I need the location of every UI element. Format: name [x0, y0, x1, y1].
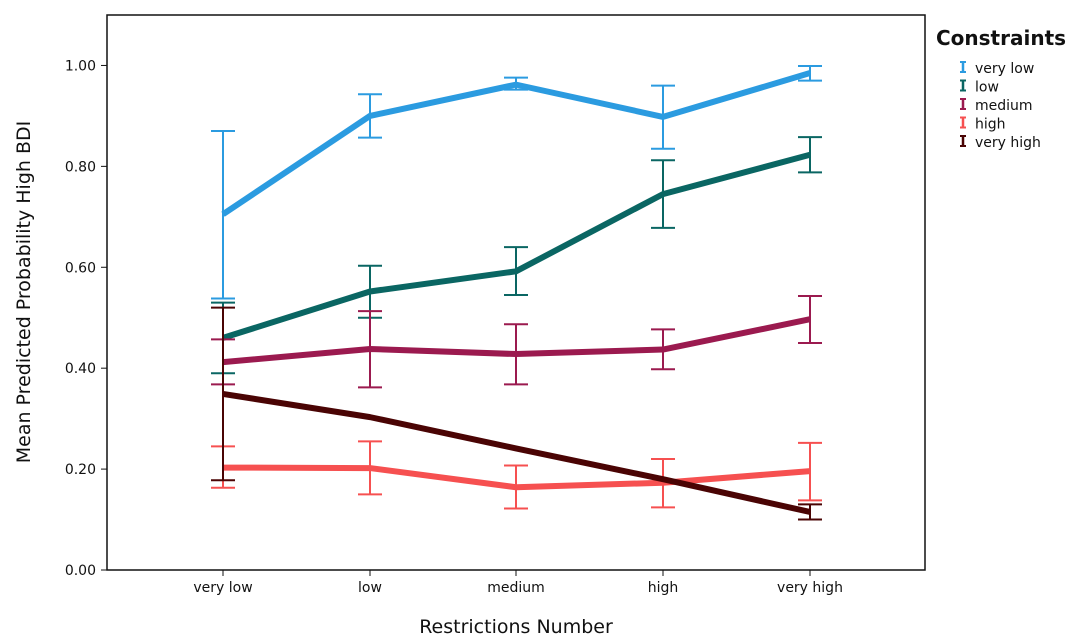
legend-label: low: [975, 80, 999, 96]
series-line: [222, 464, 811, 491]
series-line: [221, 70, 811, 217]
x-axis: very low low medium high very high: [193, 570, 843, 596]
y-tick-label: 0.60: [65, 260, 96, 276]
x-tick-label: very low: [193, 580, 252, 596]
series-line: [222, 316, 811, 366]
legend-item: low: [960, 79, 999, 96]
y-tick-label: 0.40: [65, 361, 96, 377]
legend-label: medium: [975, 98, 1033, 114]
legend-item: very high: [960, 135, 1041, 151]
legend: Constraints very low low medium high very hi…: [936, 26, 1066, 151]
legend-item: high: [960, 116, 1006, 133]
x-axis-title: Restrictions Number: [419, 616, 613, 634]
legend-label: very high: [975, 135, 1041, 151]
legend-label: very low: [975, 61, 1034, 77]
x-tick-label: high: [648, 580, 679, 596]
series-layer: [211, 64, 822, 521]
series-line: [222, 151, 811, 341]
y-tick-label: 1.00: [65, 58, 96, 74]
legend-title: Constraints: [936, 26, 1066, 50]
legend-item: very low: [960, 61, 1034, 77]
y-axis-title: Mean Predicted Probability High BDI: [13, 121, 35, 464]
y-tick-label: 0.80: [65, 159, 96, 175]
legend-label: high: [975, 117, 1006, 133]
series-very-low: [211, 64, 822, 300]
y-axis: 0.00 0.20 0.40 0.60 0.80 1.00: [65, 58, 107, 579]
series-very-high: [211, 306, 822, 521]
y-tick-label: 0.00: [65, 563, 96, 579]
x-tick-label: very high: [777, 580, 843, 596]
x-tick-label: low: [358, 580, 382, 596]
x-tick-label: medium: [487, 580, 545, 596]
legend-item: medium: [960, 98, 1033, 114]
y-tick-label: 0.20: [65, 462, 96, 478]
series-line: [222, 390, 811, 515]
